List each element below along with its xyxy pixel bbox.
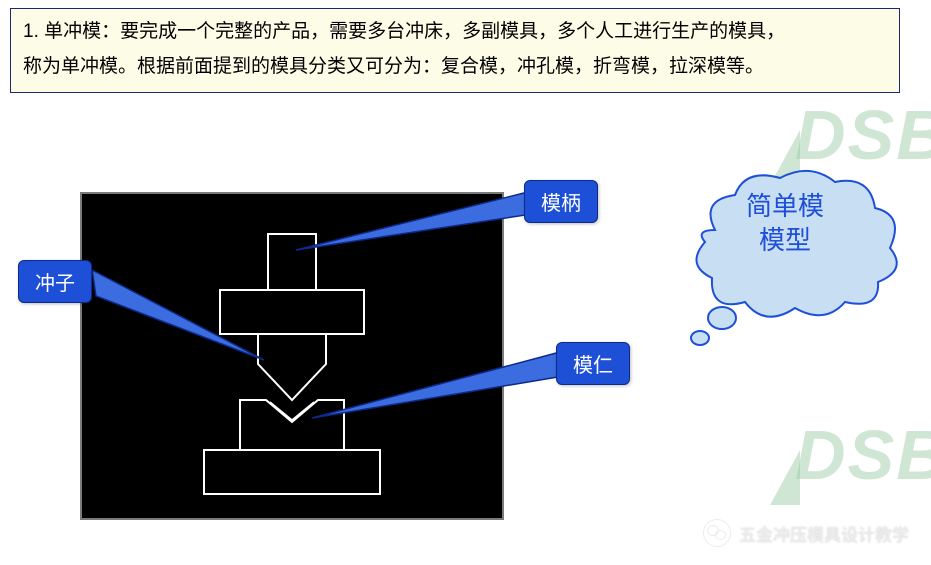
cloud-bubble-2 [691, 331, 709, 345]
callout-punch: 冲子 [18, 260, 92, 303]
footer-text: 五金冲压模具设计教学 [739, 521, 909, 546]
callout-handle: 模柄 [524, 180, 598, 223]
cad-diagram [92, 204, 492, 508]
watermark-triangle [770, 450, 800, 505]
cloud-line1: 简单模 [720, 190, 850, 224]
cad-punch [258, 334, 326, 400]
wechat-icon [703, 519, 731, 547]
cad-die-notch [270, 402, 314, 420]
cloud-line2: 模型 [720, 224, 850, 258]
cloud-label: 简单模 模型 [720, 190, 850, 258]
cad-base [204, 450, 380, 494]
footer-attribution: 五金冲压模具设计教学 [703, 519, 909, 547]
cad-diagram-frame [80, 192, 504, 520]
definition-line2: 称为单冲模。根据前面提到的模具分类又可分为：复合模，冲孔模，折弯模，拉深模等。 [23, 52, 887, 81]
cad-upper-block [220, 290, 364, 334]
definition-box: 1. 单冲模：要完成一个完整的产品，需要多台冲床，多副模具，多个人工进行生产的模… [10, 8, 900, 93]
definition-line1: 1. 单冲模：要完成一个完整的产品，需要多台冲床，多副模具，多个人工进行生产的模… [23, 17, 887, 46]
watermark-text: DSBJ [795, 415, 931, 495]
cad-die [240, 400, 344, 450]
cloud-bubble-1 [708, 307, 736, 329]
callout-die: 模仁 [556, 342, 630, 385]
cad-handle [268, 234, 316, 290]
